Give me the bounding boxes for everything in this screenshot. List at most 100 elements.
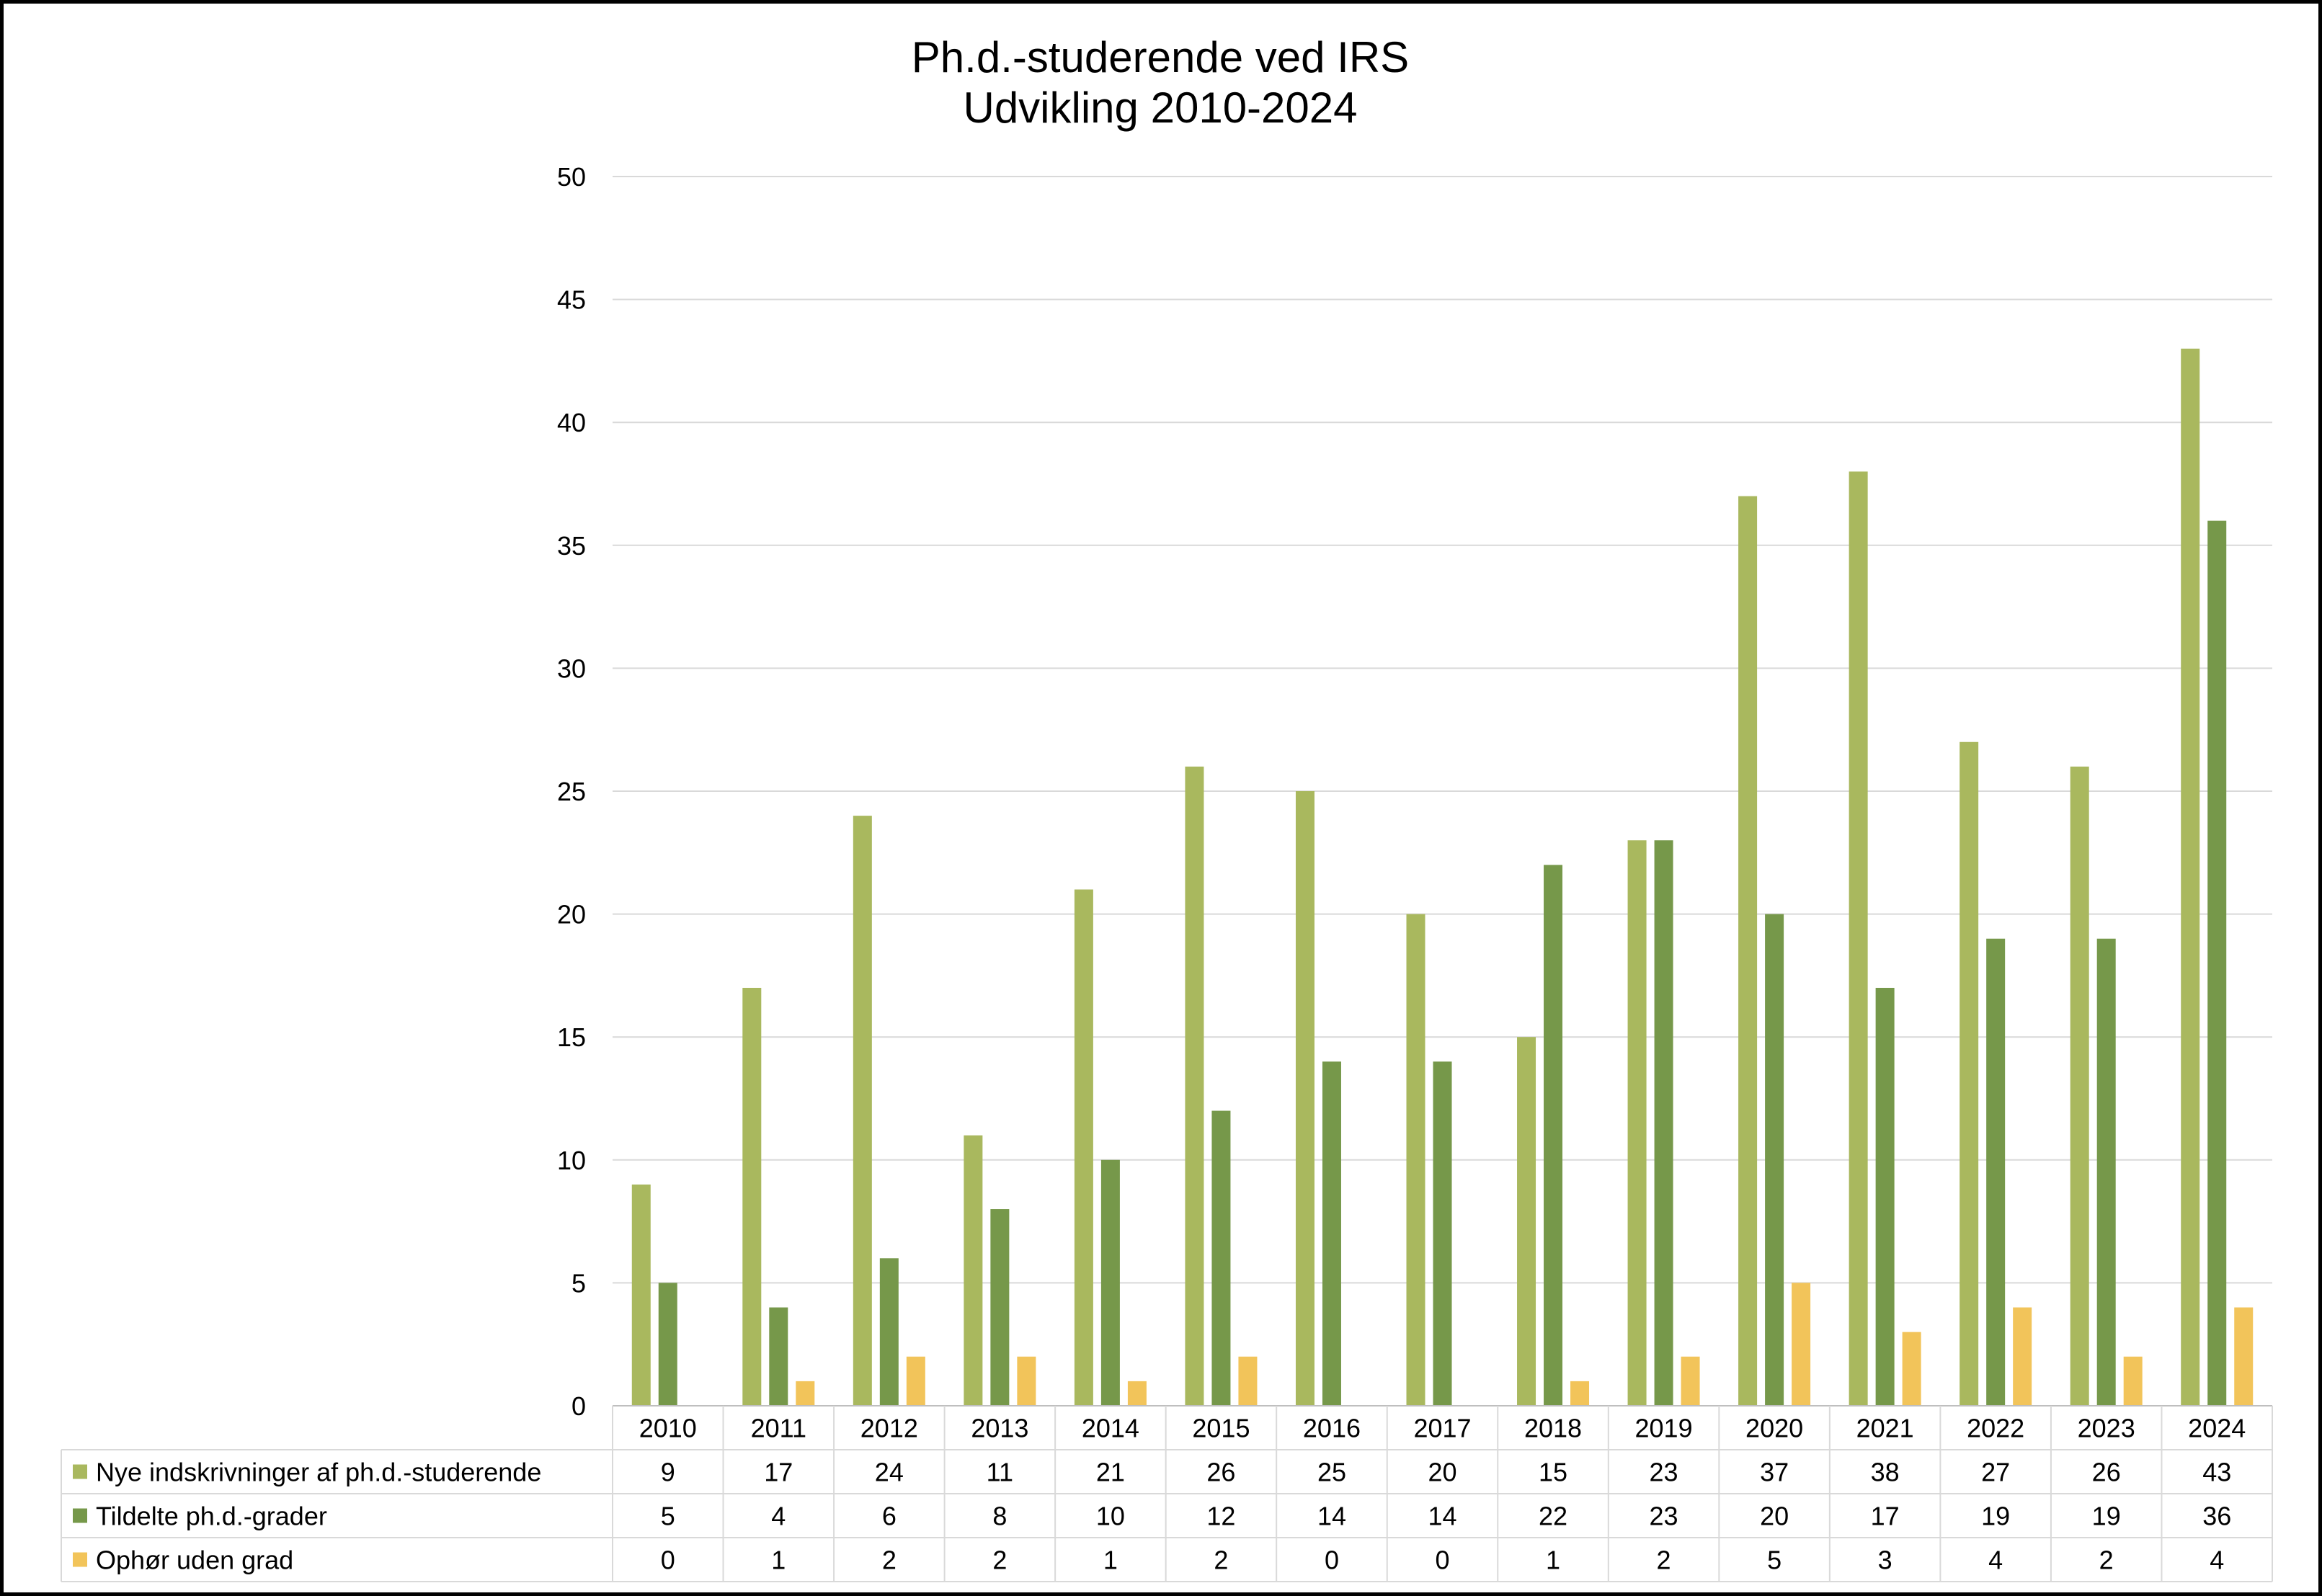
y-tick-label: 25 xyxy=(557,777,586,806)
table-cell-new-enrollments-2010: 9 xyxy=(661,1458,675,1487)
bar-degrees-awarded-2020 xyxy=(1765,914,1784,1406)
x-tick-label: 2017 xyxy=(1413,1414,1471,1443)
bar-degrees-awarded-2011 xyxy=(769,1307,788,1406)
table-cell-dropouts-2015: 2 xyxy=(1214,1546,1228,1575)
bar-new-enrollments-2017 xyxy=(1406,914,1425,1406)
bar-degrees-awarded-2023 xyxy=(2096,938,2116,1406)
bar-dropouts-2023 xyxy=(2123,1356,2143,1406)
table-cell-new-enrollments-2011: 17 xyxy=(764,1458,793,1487)
table-cell-degrees-awarded-2017: 14 xyxy=(1428,1502,1456,1531)
y-tick-label: 0 xyxy=(571,1391,586,1421)
table-cell-new-enrollments-2012: 24 xyxy=(875,1458,904,1487)
x-tick-label: 2020 xyxy=(1745,1414,1803,1443)
bar-degrees-awarded-2013 xyxy=(990,1209,1010,1406)
table-cell-dropouts-2013: 2 xyxy=(992,1546,1007,1575)
x-tick-label: 2012 xyxy=(860,1414,918,1443)
y-tick-label: 5 xyxy=(571,1268,586,1298)
bar-new-enrollments-2020 xyxy=(1738,496,1758,1406)
bar-degrees-awarded-2017 xyxy=(1433,1061,1452,1406)
bar-new-enrollments-2022 xyxy=(1960,741,1979,1406)
bar-degrees-awarded-2010 xyxy=(658,1283,677,1406)
table-cell-dropouts-2018: 1 xyxy=(1546,1546,1560,1575)
bar-degrees-awarded-2014 xyxy=(1100,1159,1120,1406)
y-tick-label: 15 xyxy=(557,1022,586,1052)
y-tick-label: 45 xyxy=(557,285,586,315)
bar-new-enrollments-2015 xyxy=(1185,766,1204,1406)
bar-new-enrollments-2011 xyxy=(742,987,762,1406)
bar-dropouts-2011 xyxy=(796,1381,815,1406)
bar-new-enrollments-2010 xyxy=(631,1184,651,1406)
table-cell-dropouts-2010: 0 xyxy=(661,1546,675,1575)
table-cell-degrees-awarded-2012: 6 xyxy=(882,1502,897,1531)
bar-new-enrollments-2023 xyxy=(2070,766,2089,1406)
bar-degrees-awarded-2018 xyxy=(1544,865,1563,1406)
bar-new-enrollments-2014 xyxy=(1074,889,1093,1406)
table-cell-new-enrollments-2021: 38 xyxy=(1871,1458,1900,1487)
data-table: 2010 2011 2012 2013 2014 2015 2016 2017 2018 2019… xyxy=(61,1405,2273,1582)
table-cell-new-enrollments-2013: 11 xyxy=(987,1458,1013,1487)
table-cell-new-enrollments-2022: 27 xyxy=(1981,1458,2010,1487)
bar-degrees-awarded-2021 xyxy=(1875,987,1895,1406)
bar-new-enrollments-2024 xyxy=(2181,348,2200,1406)
table-cell-dropouts-2017: 0 xyxy=(1435,1546,1449,1575)
x-tick-label: 2013 xyxy=(971,1414,1028,1443)
bar-new-enrollments-2016 xyxy=(1295,791,1315,1406)
table-cell-degrees-awarded-2021: 17 xyxy=(1871,1502,1900,1531)
table-cell-degrees-awarded-2018: 22 xyxy=(1539,1502,1567,1531)
bar-dropouts-2019 xyxy=(1681,1356,1700,1406)
table-cell-degrees-awarded-2022: 19 xyxy=(1981,1502,2010,1531)
y-tick-label: 40 xyxy=(557,408,586,437)
bar-dropouts-2024 xyxy=(2234,1307,2254,1406)
bar-chart: Ph.d.-studerende ved IRS Udvikling 2010-… xyxy=(61,33,2273,1582)
y-tick-label: 20 xyxy=(557,900,586,929)
bar-dropouts-2012 xyxy=(906,1356,925,1406)
y-tick-label: 35 xyxy=(557,531,586,561)
x-tick-label: 2015 xyxy=(1192,1414,1250,1443)
bar-dropouts-2014 xyxy=(1127,1381,1147,1406)
table-cell-dropouts-2024: 4 xyxy=(2210,1546,2224,1575)
table-cell-degrees-awarded-2023: 19 xyxy=(2092,1502,2121,1531)
table-cell-degrees-awarded-2019: 23 xyxy=(1650,1502,1678,1531)
table-cell-new-enrollments-2023: 26 xyxy=(2092,1458,2121,1487)
bar-dropouts-2015 xyxy=(1238,1356,1258,1406)
table-cell-dropouts-2022: 4 xyxy=(1988,1546,2003,1575)
table-cell-dropouts-2014: 1 xyxy=(1103,1546,1118,1575)
table-cell-new-enrollments-2015: 26 xyxy=(1206,1458,1235,1487)
chart-title-line-2: Udvikling 2010-2024 xyxy=(963,84,1357,132)
bar-dropouts-2022 xyxy=(2013,1307,2032,1406)
y-axis: 0 5 10 15 20 25 30 35 40 45 50 xyxy=(557,162,586,1421)
table-cell-new-enrollments-2017: 20 xyxy=(1428,1458,1456,1487)
table-cell-degrees-awarded-2024: 36 xyxy=(2202,1502,2231,1531)
table-cell-dropouts-2011: 1 xyxy=(771,1546,786,1575)
bar-new-enrollments-2019 xyxy=(1627,840,1647,1406)
table-cell-degrees-awarded-2013: 8 xyxy=(992,1502,1007,1531)
x-tick-label: 2024 xyxy=(2188,1414,2246,1443)
x-tick-label: 2021 xyxy=(1856,1414,1914,1443)
bar-dropouts-2013 xyxy=(1017,1356,1036,1406)
chart-title-line-1: Ph.d.-studerende ved IRS xyxy=(912,33,1409,81)
bar-new-enrollments-2012 xyxy=(853,816,872,1406)
table-cell-degrees-awarded-2020: 20 xyxy=(1760,1502,1789,1531)
bar-dropouts-2021 xyxy=(1902,1332,1921,1406)
table-cell-dropouts-2020: 5 xyxy=(1767,1546,1781,1575)
table-cell-new-enrollments-2014: 21 xyxy=(1096,1458,1125,1487)
x-tick-label: 2019 xyxy=(1635,1414,1693,1443)
x-tick-label: 2016 xyxy=(1303,1414,1361,1443)
bar-degrees-awarded-2019 xyxy=(1654,840,1673,1406)
x-tick-label: 2011 xyxy=(751,1414,806,1443)
bar-degrees-awarded-2016 xyxy=(1322,1061,1341,1406)
x-tick-label: 2010 xyxy=(639,1414,697,1443)
bar-dropouts-2020 xyxy=(1792,1283,1811,1406)
bar-new-enrollments-2021 xyxy=(1849,471,1868,1406)
bar-dropouts-2018 xyxy=(1570,1381,1590,1406)
x-tick-label: 2018 xyxy=(1524,1414,1582,1443)
table-cell-degrees-awarded-2014: 10 xyxy=(1096,1502,1125,1531)
legend-label-new-enrollments: Nye indskrivninger af ph.d.-studerende xyxy=(96,1458,541,1487)
bar-new-enrollments-2013 xyxy=(964,1135,983,1406)
table-cell-new-enrollments-2019: 23 xyxy=(1650,1458,1678,1487)
legend-key-degrees-awarded xyxy=(73,1508,87,1523)
table-cell-dropouts-2023: 2 xyxy=(2099,1546,2114,1575)
legend-key-dropouts xyxy=(73,1552,87,1567)
bar-degrees-awarded-2015 xyxy=(1211,1110,1231,1406)
